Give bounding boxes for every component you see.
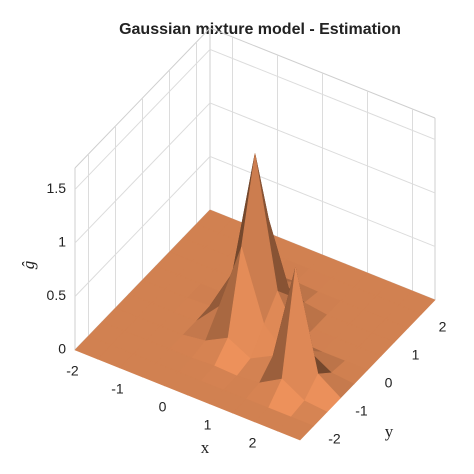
z-tick-label: 0 — [58, 341, 66, 357]
x-tick-label: 1 — [204, 417, 212, 433]
y-tick-label: 2 — [439, 319, 447, 335]
chart-title: Gaussian mixture model - Estimation — [119, 21, 401, 38]
z-tick-label: 1.5 — [47, 180, 67, 196]
y-axis-label: y — [385, 422, 394, 441]
x-tick-label: -1 — [111, 381, 124, 397]
z-tick-label: 1 — [58, 234, 66, 250]
x-tick-label: 0 — [159, 399, 167, 415]
z-tick-label: 0.5 — [47, 287, 67, 303]
y-tick-label: 0 — [385, 375, 393, 391]
y-tick-label: 1 — [412, 347, 420, 363]
x-tick-label: 2 — [249, 435, 257, 451]
z-axis-label: ĝ — [19, 261, 38, 270]
surface-patch — [276, 416, 315, 441]
y-tick-label: -1 — [355, 403, 368, 419]
y-tick-label: -2 — [328, 431, 341, 447]
x-axis-label: x — [201, 438, 210, 457]
x-tick-label: -2 — [66, 363, 79, 379]
